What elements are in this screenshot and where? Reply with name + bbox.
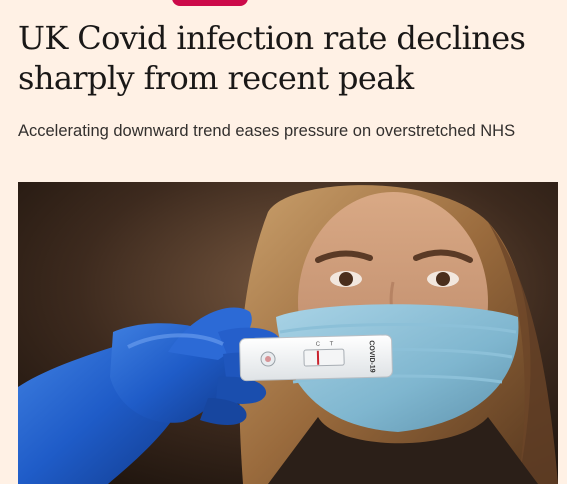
standfirst: Accelerating downward trend eases pressu… bbox=[18, 122, 516, 140]
test-label: COVID-19 bbox=[368, 340, 376, 373]
section-tag[interactable] bbox=[172, 0, 248, 6]
photo-illustration: C T COVID-19 bbox=[18, 182, 558, 484]
article-photo[interactable]: C T COVID-19 bbox=[18, 182, 558, 484]
test-marking-t: T bbox=[330, 341, 334, 347]
headline[interactable]: UK Covid infection rate declines sharply… bbox=[18, 19, 526, 97]
test-marking-c: C bbox=[316, 342, 321, 348]
